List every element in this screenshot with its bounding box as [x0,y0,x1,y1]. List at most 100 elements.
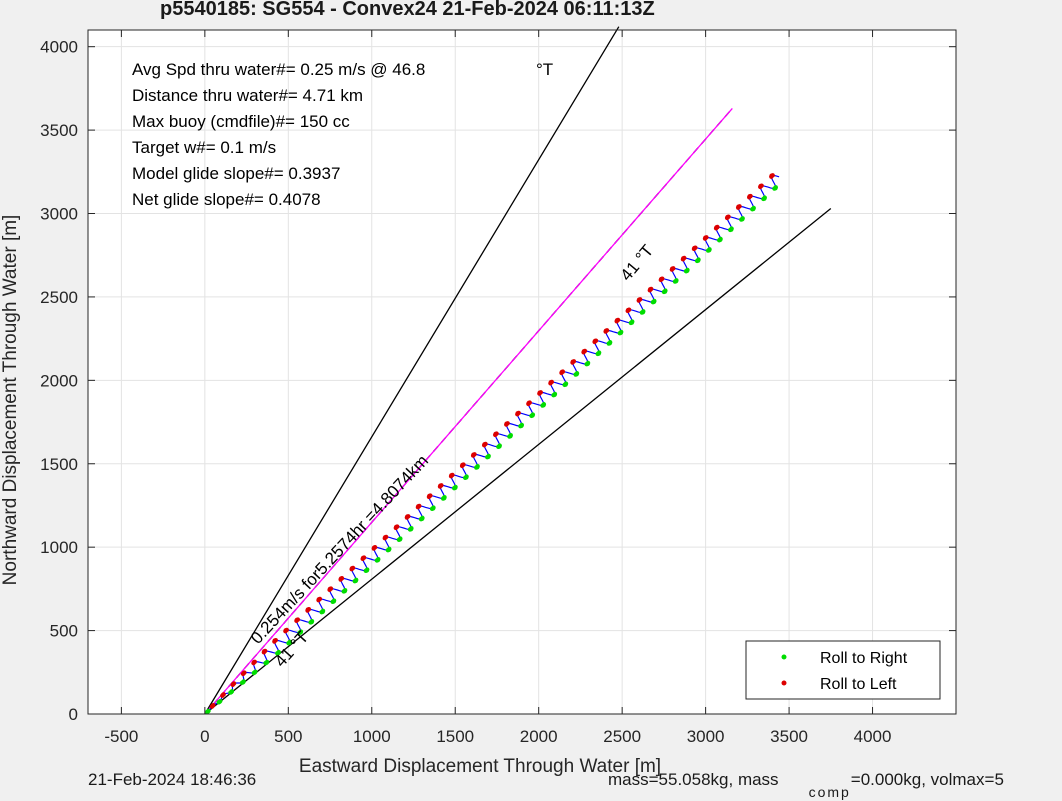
roll-right-marker [641,309,646,314]
y-tick-label: 3000 [40,205,78,224]
roll-right-marker [530,412,536,417]
x-tick-label: 0 [200,727,209,746]
heading-line-group [204,107,733,715]
roll-right-marker [563,381,569,386]
max-buoy-text: Max buoy (cmdfile)#= 150 cc [132,112,350,131]
y-tick-label: 1500 [40,455,78,474]
roll-right-marker [607,340,613,345]
roll-right-marker [431,505,436,510]
roll-right-marker [320,608,326,614]
footer-mass-text: mass=55.058kg, mass [608,770,779,789]
roll-left-marker [715,224,720,230]
roll-left-marker [704,235,709,240]
roll-right-marker [685,267,690,273]
roll-right-marker [762,195,767,200]
roll-right-marker [442,495,447,500]
y-tick-label: 2000 [40,371,78,390]
footer-timestamp: 21-Feb-2024 18:46:36 [88,770,257,789]
roll-right-marker [630,319,635,324]
roll-right-marker [264,659,270,665]
x-tick-label: -500 [104,727,138,746]
roll-left-marker [626,307,632,312]
x-tick-label: 500 [274,727,302,746]
roll-right-marker [475,464,480,469]
roll-left-marker [231,681,237,686]
roll-right-marker [206,708,211,714]
roll-left-marker [472,452,477,457]
roll-right-marker [353,577,359,583]
footer-mass: mass=55.058kg, mass comp=0.000kg, volmax=… [608,770,1004,800]
roll-right-marker [331,598,337,603]
roll-left-marker [516,410,521,416]
roll-right-marker [342,587,348,593]
heading-line [204,107,733,715]
legend-marker-right [781,654,787,660]
roll-right-marker [229,689,235,694]
roll-left-marker [660,276,665,281]
footer-mass-rest: =0.000kg, volmax=5 [850,770,1004,789]
roll-left-marker [395,524,400,529]
plot-area [88,30,956,714]
roll-right-marker [508,433,513,438]
plot-frame [87,29,957,715]
x-tick-label: 2500 [603,727,641,746]
footer-mass-sub: comp [808,784,851,800]
roll-right-marker [596,350,602,355]
roll-left-marker [406,514,411,519]
legend-label-left: Roll to Left [820,676,897,693]
degrees-true-text: °T [536,60,553,79]
roll-right-marker [541,402,547,407]
roll-right-marker [241,679,246,684]
roll-right-marker [276,649,281,655]
roll-left-marker [615,317,621,323]
roll-right-marker [376,557,381,562]
roll-left-marker [538,390,543,395]
roll-left-marker [693,245,698,250]
roll-right-marker [453,484,458,490]
roll-left-marker [726,214,731,219]
avg-speed-text: Avg Spd thru water#= 0.25 m/s @ 46.8 [132,60,425,79]
roll-right-marker [486,453,491,459]
roll-left-marker [549,379,555,385]
roll-right-marker [751,205,756,211]
roll-right-marker [519,422,525,428]
roll-right-marker [365,567,370,572]
roll-left-marker [317,596,323,602]
y-axis-label: Northward Displacement Through Water [m] [0,215,21,586]
roll-left-marker [494,431,499,436]
roll-left-marker [759,183,764,188]
roll-right-marker [696,257,701,262]
roll-left-marker [383,534,389,540]
roll-left-marker [527,400,532,405]
roll-left-marker [252,659,257,664]
roll-right-marker [663,288,668,293]
x-tick-label: 1000 [353,727,391,746]
roll-right-marker [729,226,734,231]
roll-left-marker [483,441,488,447]
roll-right-marker [497,443,502,448]
roll-left-marker [211,702,216,708]
roll-right-marker [420,515,425,521]
roll-right-marker [387,546,392,552]
chart-title: p5540185: SG554 - Convex24 21-Feb-2024 0… [160,0,655,20]
roll-left-marker [582,348,588,354]
x-tick-label: 4000 [854,727,892,746]
cone-line [204,208,832,715]
roll-left-marker [339,576,345,581]
roll-left-marker [428,493,433,498]
roll-left-marker [505,421,510,426]
roll-right-marker [718,236,723,242]
legend-box [745,640,941,700]
x-tick-label: 2000 [520,727,558,746]
roll-right-marker [464,474,469,479]
x-axis-label: Eastward Displacement Through Water [m] [299,756,661,777]
roll-right-marker [398,536,403,541]
y-tick-label: 3500 [40,121,78,140]
legend-marker-left [781,680,787,686]
roll-right-marker [585,360,591,366]
roll-left-marker [671,266,676,271]
distance-text: Distance thru water#= 4.71 km [132,86,363,105]
roll-left-marker [560,369,566,374]
cone-lines [204,26,832,715]
